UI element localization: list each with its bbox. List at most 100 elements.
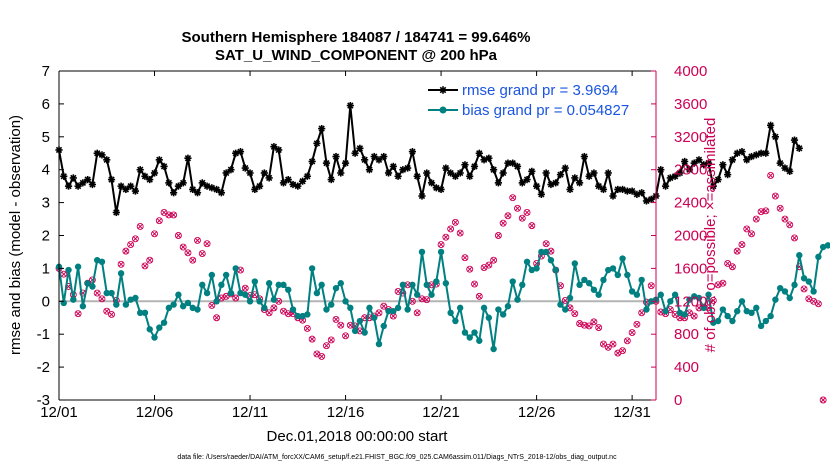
obs-possible-point [375, 309, 383, 317]
bias-point [638, 276, 645, 284]
obs-possible-point [117, 260, 125, 268]
obs-possible-point [93, 289, 101, 297]
y-tick-label-right: 1200 [674, 293, 707, 310]
obs-assimilated-point [462, 254, 468, 261]
rmse-point [246, 169, 254, 177]
y-tick-label-left: 7 [42, 63, 50, 80]
bias-point [719, 306, 727, 313]
bias-point [366, 304, 373, 312]
obs-assimilated-point [151, 231, 158, 237]
obs-possible-point [523, 209, 531, 216]
legend-bias-label: bias grand pr = 0.054827 [462, 102, 629, 119]
obs-assimilated-point [782, 216, 788, 222]
obs-assimilated-point [634, 321, 640, 328]
rmse-point [566, 185, 574, 194]
obs-possible-point [122, 247, 130, 255]
rmse-point [571, 174, 579, 182]
obs-assimilated-point [505, 213, 511, 219]
rmse-point [575, 179, 584, 187]
obs-possible-point [332, 315, 340, 323]
rmse-point [647, 195, 655, 203]
bias-point [800, 275, 808, 282]
rmse-point [236, 148, 245, 156]
rmse-point [356, 144, 364, 152]
bias-point [414, 291, 421, 298]
obs-possible-point [98, 295, 106, 303]
bias-point [762, 317, 770, 325]
bias-point [179, 303, 187, 310]
obs-possible-point [174, 232, 182, 239]
obs-assimilated-point [156, 217, 163, 224]
rmse-point [318, 124, 326, 133]
obs-assimilated-point [495, 232, 502, 239]
y-tick-label-right: 2400 [674, 195, 707, 212]
obs-assimilated-point [806, 296, 812, 302]
rmse-point [685, 166, 694, 174]
obs-assimilated-point [323, 342, 330, 349]
bias-point [452, 317, 459, 325]
bias-point [270, 296, 278, 303]
obs-assimilated-point [419, 296, 425, 302]
legend-box [425, 78, 651, 122]
obs-possible-point [724, 260, 732, 267]
obs-possible-point [475, 292, 483, 300]
obs-assimilated-point [209, 302, 215, 309]
obs-assimilated-point [280, 308, 287, 314]
obs-assimilated-point [338, 322, 344, 328]
rmse-point [638, 189, 646, 197]
y-tick-label-right: 1600 [674, 260, 707, 277]
obs-assimilated-point [715, 282, 721, 288]
obs-possible-point [542, 240, 550, 248]
bias-point [628, 288, 636, 295]
obs-assimilated-point [509, 194, 516, 201]
rmse-point [251, 185, 259, 194]
bias-point [614, 271, 621, 279]
obs-assimilated-point [342, 333, 349, 339]
obs-assimilated-point [519, 215, 526, 221]
obs-assimilated-point [438, 241, 444, 248]
obs-possible-point [241, 284, 249, 292]
obs-assimilated-point [486, 262, 492, 268]
y-tick-label-right: 0 [674, 392, 682, 409]
bias-point [318, 281, 325, 289]
legend: rmse grand pr = 3.9694 bias grand pr = 0… [425, 78, 651, 122]
y-axis-label-right: # of obs: o=possible; ×=assimilated [702, 118, 719, 353]
obs-possible-point [800, 285, 808, 293]
tick-layer: 12/01 12/06 12/11 12/16 12/21 12/26 12/31 -3 -2 -… [37, 63, 708, 421]
bias-point [480, 304, 488, 312]
y-axis-label-left: rmse and bias (model - observation) [7, 115, 24, 355]
rmse-point [375, 156, 383, 164]
rmse-point [743, 156, 751, 164]
obs-assimilated-point [471, 281, 478, 287]
bias-point [624, 271, 631, 279]
rmse-point [447, 169, 455, 177]
obs-assimilated-point [447, 226, 454, 232]
rmse-point [327, 175, 335, 184]
bias-point [456, 304, 464, 312]
obs-assimilated-point [94, 290, 100, 296]
rmse-point [389, 162, 397, 171]
rmse-point [174, 182, 182, 190]
obs-possible-point [127, 241, 135, 248]
rmse-point [213, 185, 221, 194]
obs-assimilated-point [347, 322, 354, 328]
obs-assimilated-point [189, 257, 196, 263]
obs-possible-point [690, 312, 698, 320]
y-tick-label-right: 3200 [674, 129, 707, 146]
obs-assimilated-point [815, 301, 822, 307]
rmse-point [537, 190, 545, 198]
bias-point [261, 304, 268, 312]
obs-assimilated-point [170, 212, 177, 218]
bias-point [757, 322, 765, 330]
rmse-point [165, 179, 173, 187]
rmse-point [518, 179, 526, 187]
bias-point [165, 304, 173, 312]
bias-point [332, 284, 340, 292]
obs-assimilated-point [232, 295, 239, 301]
rmse-point [523, 175, 531, 184]
bias-point [227, 289, 235, 297]
bias-point [781, 288, 789, 295]
obs-assimilated-point [457, 230, 463, 236]
rmse-point [179, 179, 187, 187]
rmse-point [552, 179, 560, 187]
